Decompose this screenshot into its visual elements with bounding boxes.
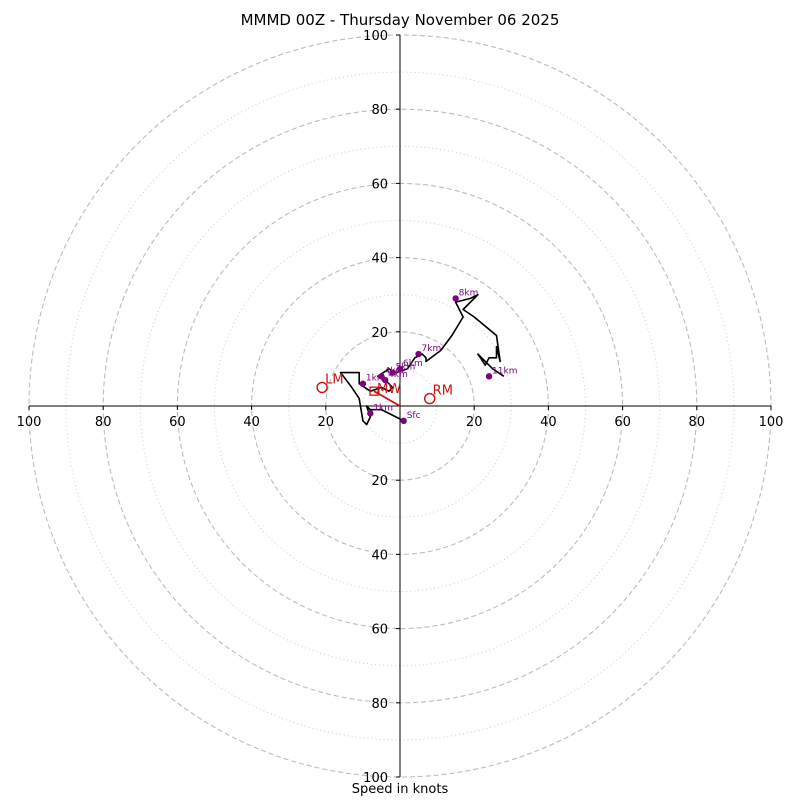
height-marker [485,373,493,380]
height-marker-label: 5km [396,363,416,373]
height-marker [452,295,459,302]
lm-marker [316,381,328,394]
height-marker [400,417,407,425]
x-tick-label: 80 [95,415,112,430]
x-tick-label: 20 [466,415,483,430]
y-tick-label: 60 [371,177,388,192]
mean-wind-label: MW [377,382,401,397]
tick-labels: 100 80 60 40 20 20 40 60 80 100 20 40 60 80 100 20 40 60 8… [17,29,784,786]
y-tick-label: 40 [371,548,388,563]
x-tick-label: 100 [17,415,42,430]
height-marker [367,410,374,417]
height-marker-label: 6km [403,359,423,369]
storm-motion: LM RM MW [316,372,453,405]
height-marker [389,369,396,376]
x-tick-label: 40 [243,415,260,430]
y-tick-label: 100 [363,29,388,44]
height-marker [396,365,404,373]
height-marker-label: 7km [422,344,442,354]
height-marker-label: 1km [373,403,393,413]
chart-title: MMMD 00Z - Thursday November 06 2025 [240,11,560,29]
height-marker [359,380,367,387]
x-axis-label: Speed in knots [351,782,449,797]
height-marker-label: 11km [492,366,517,376]
height-marker [381,376,389,384]
mean-wind-marker [369,386,379,396]
y-tick-label: 20 [371,326,388,341]
x-tick-label: 60 [614,415,631,430]
height-marker-label: 1km [366,374,386,384]
rm-marker [423,392,436,405]
y-tick-label: 80 [371,697,388,712]
y-tick-label: 100 [363,771,388,786]
height-marker [415,350,422,358]
x-tick-label: 100 [759,415,784,430]
y-tick-label: 20 [371,474,388,489]
x-tick-label: 40 [540,415,557,430]
rm-label: RM [433,384,453,399]
hodograph-line [339,293,505,426]
height-marker-label: 4km [388,370,408,380]
height-marker-label: 8km [459,288,479,298]
y-tick-label: 40 [371,252,388,267]
height-marker-label: Sfc [407,411,421,421]
x-tick-label: 80 [689,415,706,430]
height-markers: Sfc1km1km4km4km5km6km7km8km11km [359,288,517,425]
y-tick-label: 80 [371,103,388,118]
x-tick-label: 20 [318,415,335,430]
y-tick-label: 60 [371,623,388,638]
x-tick-label: 60 [169,415,186,430]
lm-label: LM [325,372,343,387]
